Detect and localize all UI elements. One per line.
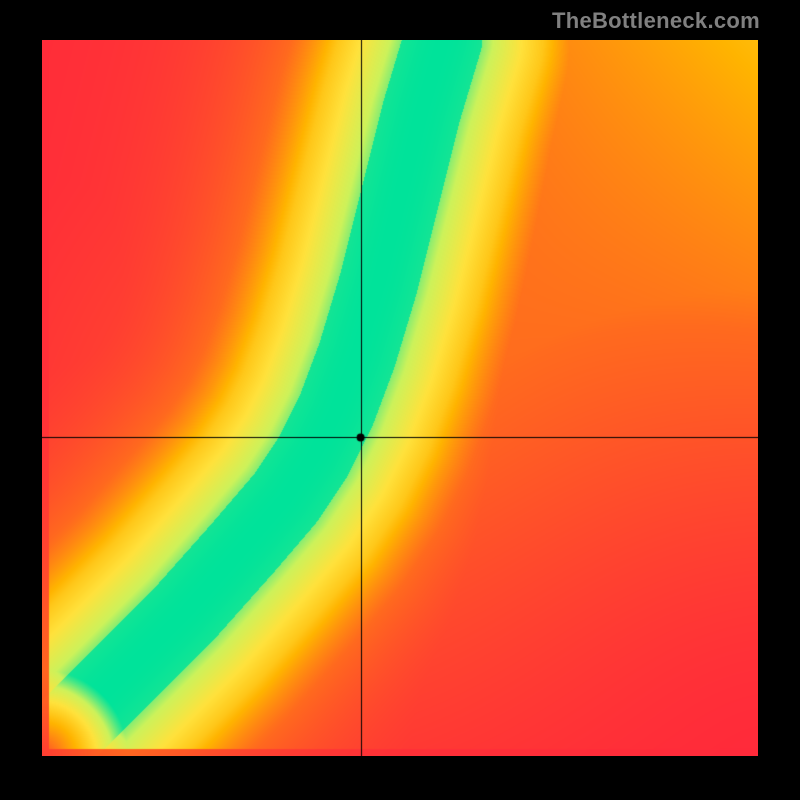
chart-container: TheBottleneck.com (0, 0, 800, 800)
heatmap-canvas (42, 40, 758, 756)
watermark-text: TheBottleneck.com (552, 8, 760, 34)
